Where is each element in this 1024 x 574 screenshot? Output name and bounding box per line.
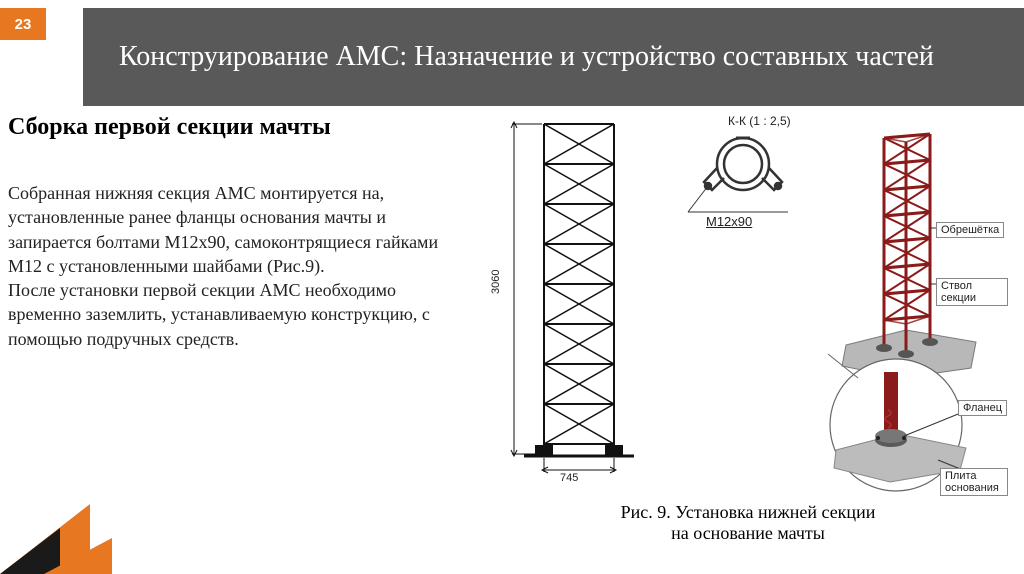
tower-front-svg [484,114,664,484]
page-number-badge: 23 [0,8,46,40]
dim-height-label: 3060 [490,270,502,294]
label-plita: Плита основания [940,468,1008,496]
label-stvol: Ствол секции [936,278,1008,306]
slide-header: Конструирование АМС: Назначение и устрой… [83,8,1024,106]
dim-width-label: 745 [560,472,578,484]
figure-caption: Рис. 9. Установка нижней секциина основа… [528,502,968,544]
content-area: Сборка первой секции мачты Собранная ниж… [8,114,1016,566]
label-obreshetka: Обрешётка [936,222,1004,238]
section-kk-title: К-К (1 : 2,5) [728,114,791,128]
decor-triangles [0,484,130,574]
slide-title: Конструирование АМС: Назначение и устрой… [119,39,934,75]
figure: 3060 745 К-К (1 : 2,5) М12х90 [468,114,1008,554]
decor-tri-orange-b [44,538,112,574]
label-flanec: Фланец [958,400,1007,416]
page-number: 23 [15,16,32,33]
body-text: Собранная нижняя секция АМС монтируется … [8,181,448,351]
tower-iso-svg [806,120,1006,380]
bolt-spec-label: М12х90 [706,214,752,229]
